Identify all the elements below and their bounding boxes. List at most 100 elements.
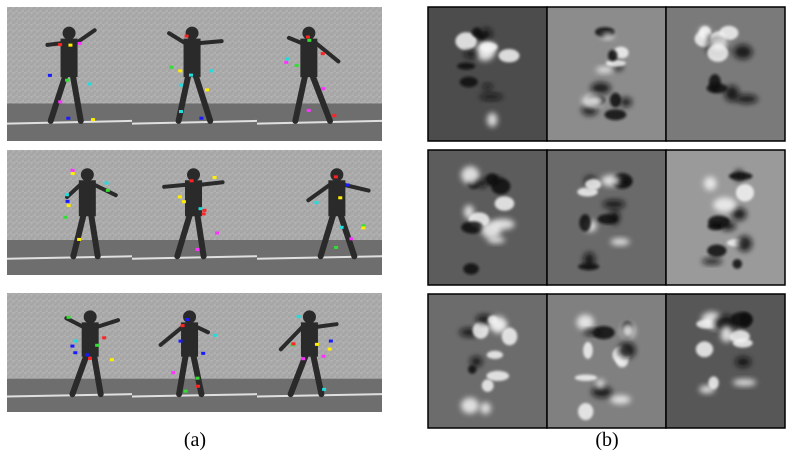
activation-blob xyxy=(699,385,714,393)
activation-blob xyxy=(734,45,753,59)
photo xyxy=(7,293,132,412)
keypoint xyxy=(78,42,82,45)
activation-blob xyxy=(730,312,753,327)
filter-background xyxy=(547,294,666,428)
activation-blob xyxy=(735,95,757,104)
keypoint xyxy=(332,114,336,117)
activation-blob xyxy=(480,94,503,100)
arm xyxy=(316,324,336,327)
keypoint xyxy=(185,318,189,321)
keypoint xyxy=(63,216,67,219)
activation-blob xyxy=(464,51,477,58)
activation-blob xyxy=(460,77,478,87)
filter-map xyxy=(428,150,547,285)
activation-blob xyxy=(491,178,510,194)
keypoint xyxy=(202,209,206,212)
filter-map xyxy=(666,7,785,141)
keypoint xyxy=(328,348,332,351)
keypoint xyxy=(68,44,72,47)
activation-blob xyxy=(733,379,756,386)
keypoint xyxy=(88,82,92,85)
activation-blob xyxy=(608,50,617,61)
keypoint xyxy=(321,52,325,55)
activation-blob xyxy=(735,170,743,182)
keypoint xyxy=(349,237,353,240)
keypoint xyxy=(95,344,99,347)
head xyxy=(188,169,200,181)
activation-blob xyxy=(482,379,494,392)
activation-blob xyxy=(461,398,479,414)
activation-blob xyxy=(498,49,519,62)
activation-blob xyxy=(486,371,509,381)
photo xyxy=(257,7,382,141)
activation-blob xyxy=(490,316,506,333)
activation-blob xyxy=(583,342,593,359)
keypoint xyxy=(201,352,205,355)
activation-blob xyxy=(598,214,618,224)
activation-blob xyxy=(585,179,601,190)
activation-blob xyxy=(620,97,632,107)
keypoint xyxy=(322,355,326,358)
activation-blob xyxy=(702,258,722,264)
keypoint xyxy=(184,390,188,393)
keypoint xyxy=(110,358,114,361)
keypoint xyxy=(189,74,193,77)
head xyxy=(84,311,96,323)
keypoint xyxy=(65,193,69,196)
keypoint xyxy=(196,385,200,388)
keypoint xyxy=(185,35,189,38)
keypoint xyxy=(361,226,365,229)
activation-blob xyxy=(472,322,488,339)
keypoint xyxy=(178,69,182,72)
keypoint xyxy=(48,74,52,77)
filter-map xyxy=(547,7,666,141)
activation-blob xyxy=(591,82,611,94)
keypoint xyxy=(91,118,95,121)
keypoint xyxy=(301,357,305,360)
photo xyxy=(132,293,257,412)
keypoint xyxy=(71,172,75,175)
activation-blob xyxy=(720,221,736,230)
filter-map xyxy=(428,294,547,428)
activation-blob xyxy=(610,93,621,108)
keypoint xyxy=(209,69,213,72)
keypoint xyxy=(196,377,200,380)
photo xyxy=(7,150,132,275)
keypoint xyxy=(67,204,71,207)
activation-blob xyxy=(495,196,515,210)
photo xyxy=(257,293,382,412)
keypoint xyxy=(71,169,75,172)
filter-map xyxy=(547,150,666,285)
keypoint xyxy=(66,200,70,203)
photo xyxy=(132,7,257,141)
keypoint xyxy=(73,351,77,354)
keypoint xyxy=(169,66,173,69)
keypoint xyxy=(182,200,186,203)
keypoint xyxy=(307,109,311,112)
activation-blob xyxy=(487,113,497,127)
panel-a xyxy=(7,7,382,412)
activation-blob xyxy=(610,238,629,245)
activation-blob xyxy=(578,263,599,270)
activation-blob xyxy=(578,403,593,420)
arm xyxy=(199,41,222,43)
keypoint xyxy=(190,179,194,182)
keypoint xyxy=(104,181,108,184)
activation-blob xyxy=(596,67,613,73)
activation-blob xyxy=(468,365,476,374)
activation-blob xyxy=(604,109,626,120)
activation-blob xyxy=(720,326,732,343)
activation-blob xyxy=(602,33,614,39)
activation-blob xyxy=(610,395,630,404)
keypoint xyxy=(88,357,92,360)
head xyxy=(184,311,196,323)
keypoint xyxy=(58,100,62,103)
activation-blob xyxy=(737,236,751,252)
activation-blob xyxy=(735,357,750,367)
activation-blob xyxy=(601,175,619,186)
keypoint xyxy=(205,88,209,91)
activation-blob xyxy=(606,60,626,67)
activation-blob xyxy=(481,222,501,239)
activation-blob xyxy=(736,184,754,202)
activation-blob xyxy=(618,342,635,358)
